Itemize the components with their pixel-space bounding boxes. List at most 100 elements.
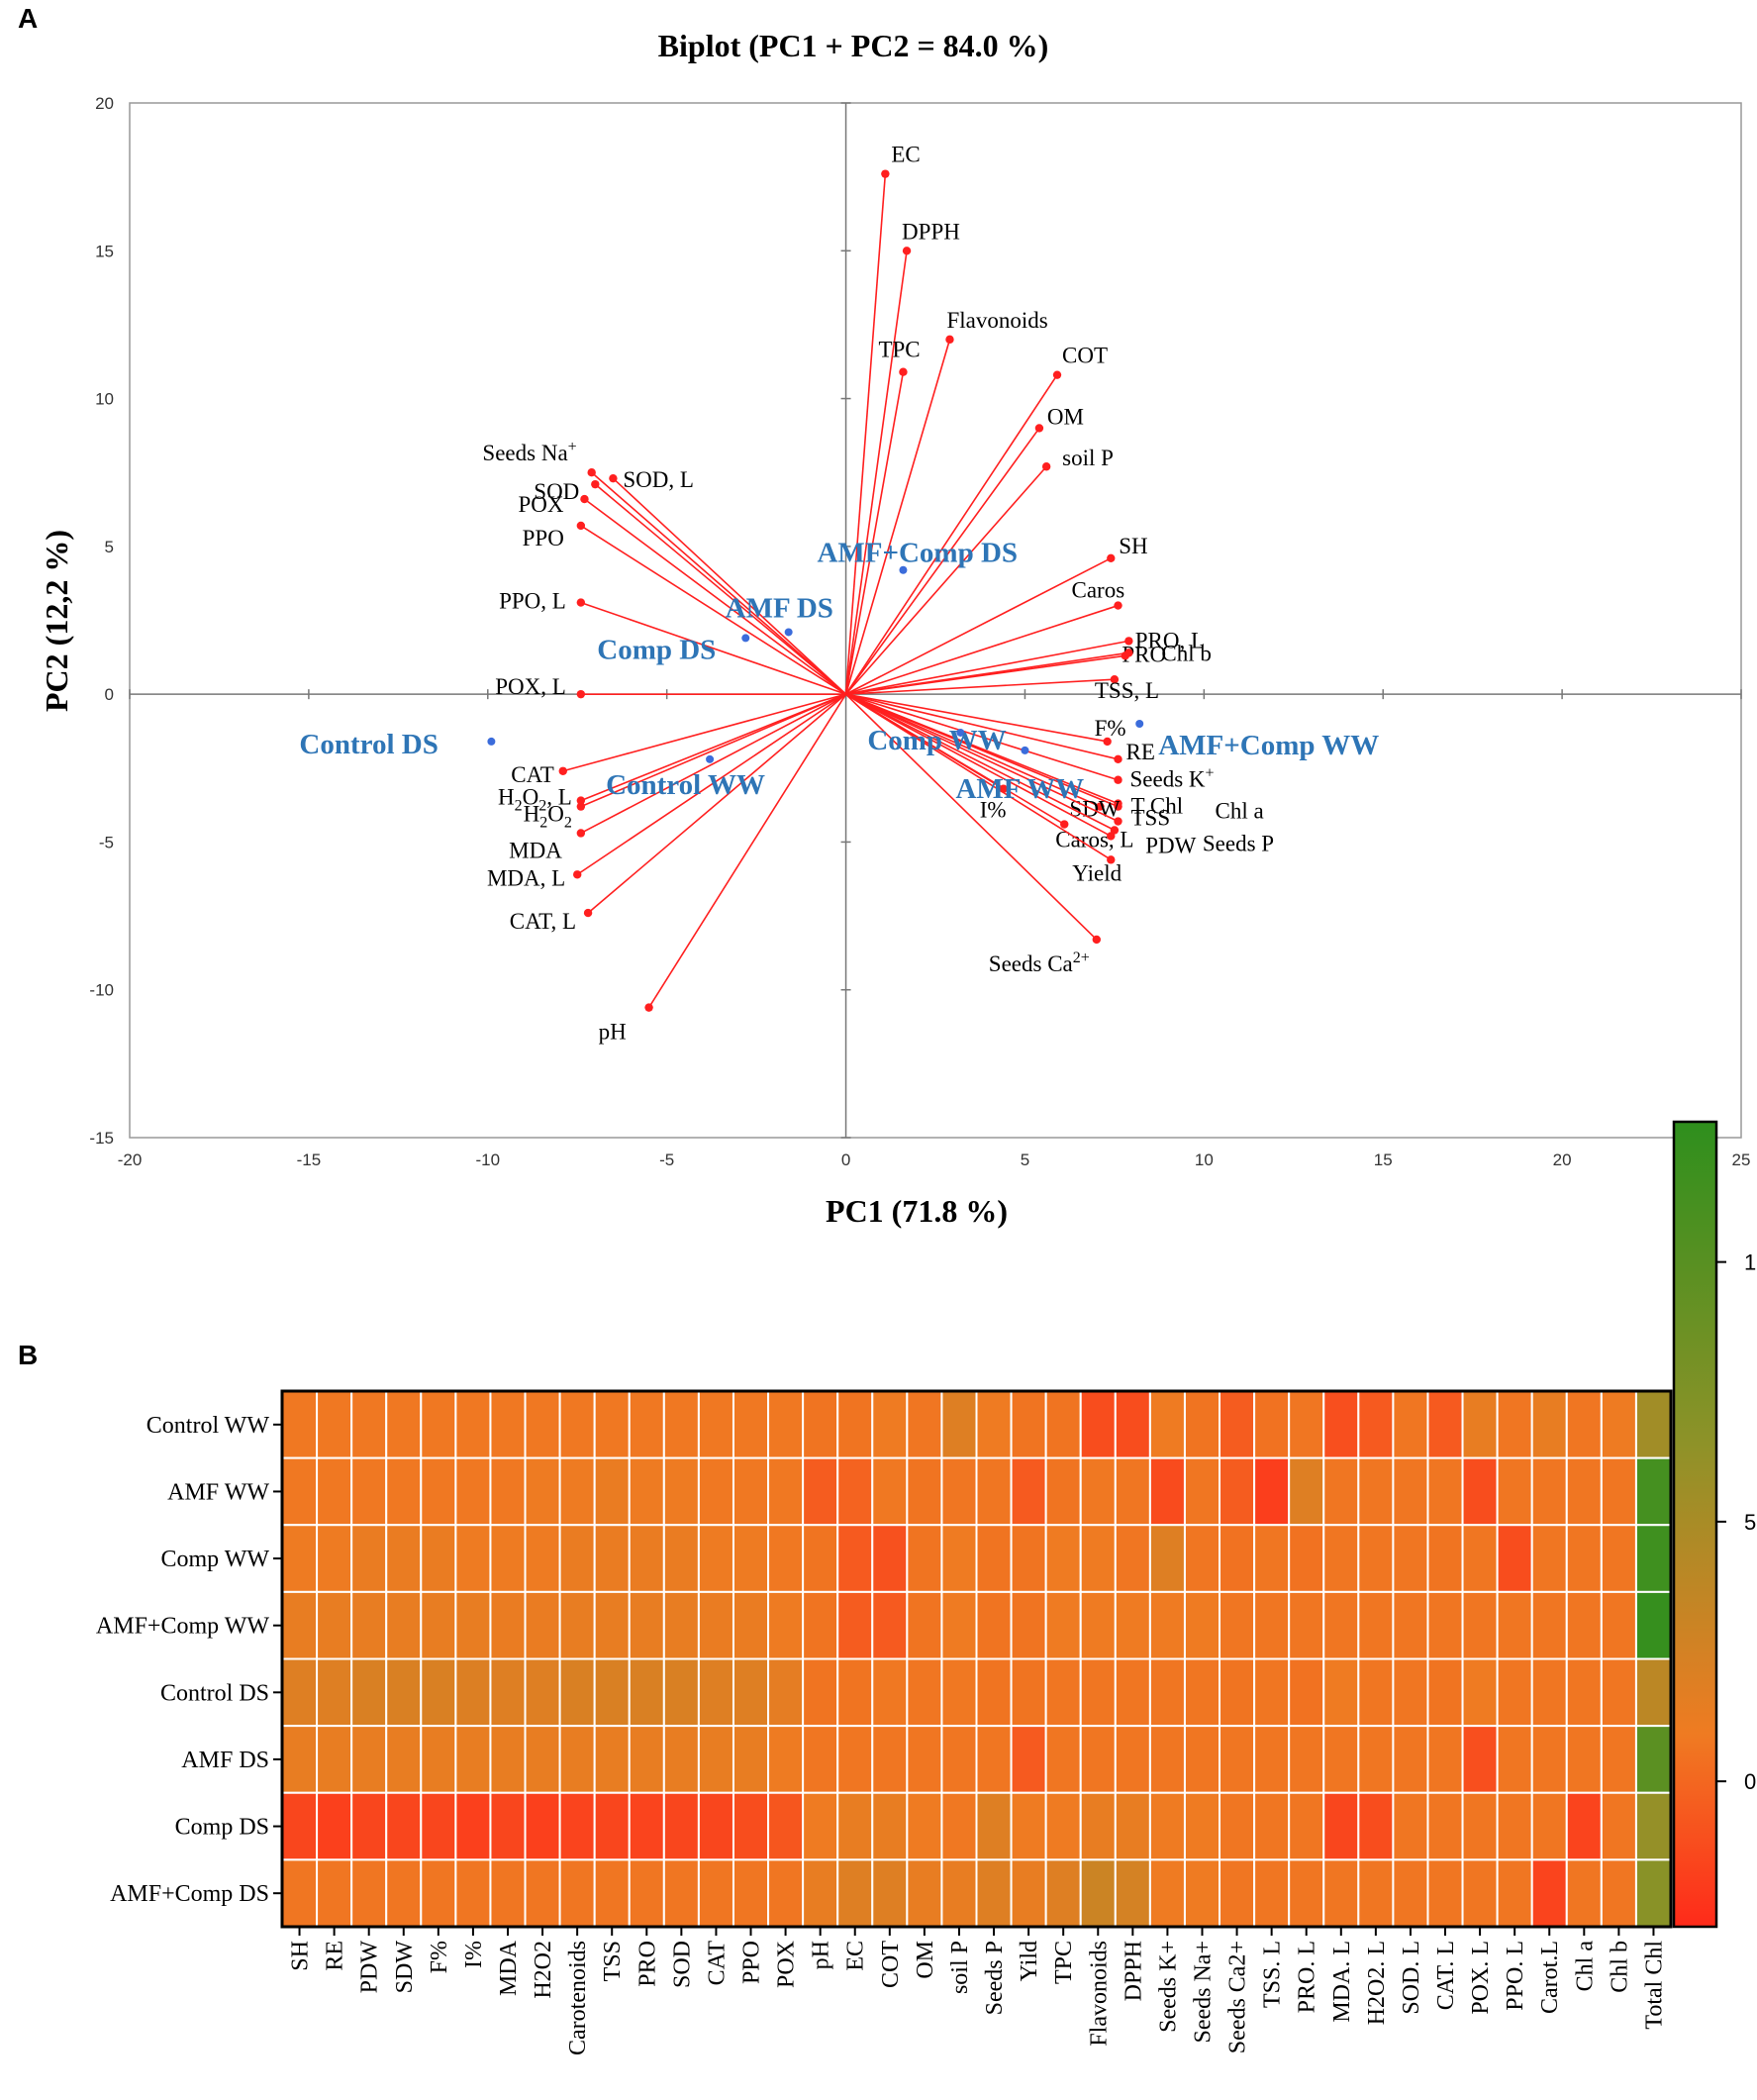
observation-label-control-ww: Control WW: [606, 769, 765, 801]
heatmap-col-label-re: RE: [323, 1941, 348, 1971]
biplot-x-tick-label: -10: [475, 1150, 500, 1169]
heatmap-cell: [1496, 1590, 1533, 1660]
heatmap-cell: [1288, 1590, 1325, 1660]
vector-tip-mda-l: [573, 870, 582, 879]
heatmap-col-label-dpph: DPPH: [1121, 1941, 1146, 2001]
heatmap-col-label-tpc: TPC: [1051, 1941, 1077, 1984]
heatmap-cell: [1461, 1456, 1499, 1527]
heatmap-col-label-tss-l: TSS. L: [1260, 1941, 1286, 2008]
heatmap-cell: [524, 1524, 561, 1593]
biplot-variable-label: Caros: [1072, 578, 1125, 603]
heatmap-cell: [1634, 1725, 1673, 1794]
heatmap-cell: [767, 1725, 805, 1794]
heatmap-cell: [558, 1858, 596, 1928]
heatmap-cell: [316, 1390, 353, 1459]
heatmap-cell: [1183, 1791, 1221, 1861]
heatmap-cell: [1253, 1590, 1291, 1660]
heatmap-cell: [1426, 1456, 1464, 1527]
heatmap-cell: [281, 1456, 319, 1527]
heatmap-cell: [281, 1858, 319, 1928]
colorbar-tick-label: 5: [1744, 1510, 1756, 1535]
heatmap-cell: [697, 1657, 734, 1728]
heatmap-cell: [1357, 1390, 1395, 1459]
heatmap-cell: [940, 1524, 978, 1593]
biplot-y-tick-label: -10: [89, 981, 114, 1000]
biplot-y-tick-label: 15: [95, 242, 114, 260]
heatmap-cell: [1148, 1524, 1186, 1593]
heatmap-cell: [802, 1524, 839, 1593]
biplot-variable-label: Flavonoids: [946, 308, 1047, 333]
heatmap-cell: [558, 1657, 596, 1728]
heatmap-cell: [558, 1390, 596, 1459]
heatmap-cell: [1392, 1858, 1429, 1928]
heatmap-cell: [1079, 1456, 1117, 1527]
heatmap-cell: [281, 1524, 319, 1593]
heatmap-cell: [350, 1524, 388, 1593]
heatmap-cell: [1148, 1725, 1186, 1794]
heatmap-col-label-seeds-p: Seeds P: [982, 1941, 1008, 2015]
heatmap-cell: [1288, 1725, 1325, 1794]
heatmap-cell: [697, 1390, 734, 1459]
heatmap-cell: [1426, 1590, 1464, 1660]
heatmap-col-label-pro-l: PRO. L: [1295, 1941, 1320, 2013]
heatmap-cell: [1114, 1390, 1151, 1459]
heatmap-cell: [1148, 1590, 1186, 1660]
vector-pox: [583, 498, 847, 695]
heatmap-cell: [940, 1791, 978, 1861]
heatmap-cell: [350, 1858, 388, 1928]
heatmap-cell: [1496, 1725, 1533, 1794]
biplot-variable-label: SOD, L: [623, 467, 694, 492]
heatmap-cell: [975, 1725, 1013, 1794]
heatmap-cell: [871, 1858, 909, 1928]
heatmap-cell: [558, 1590, 596, 1660]
heatmap-cell: [281, 1657, 319, 1728]
biplot-x-tick-label: 10: [1195, 1150, 1214, 1169]
heatmap-cell: [1044, 1456, 1082, 1527]
vector-tip-ph: [644, 1003, 653, 1012]
vector-soil-p: [844, 465, 1047, 695]
biplot-variable-label: Seeds P: [1203, 831, 1274, 855]
heatmap-cell: [662, 1390, 700, 1459]
heatmap-cell: [1322, 1456, 1360, 1527]
heatmap-row-label-amf-pluscomp-ds: AMF+Comp DS: [110, 1881, 269, 1907]
heatmap-cell: [940, 1858, 978, 1928]
vector-tip-caros: [1114, 601, 1123, 610]
heatmap-cell: [628, 1390, 665, 1459]
heatmap-cell: [593, 1456, 631, 1527]
heatmap-cell: [1530, 1858, 1568, 1928]
heatmap-cell: [350, 1657, 388, 1728]
vector-tip-pox: [580, 494, 589, 504]
biplot-variable-label: Seeds Na+: [482, 439, 576, 465]
heatmap-cell: [1565, 1524, 1603, 1593]
heatmap-colorbar: 0 5 10: [1672, 1120, 1757, 1929]
vector-mda: [580, 693, 846, 835]
vector-ph: [647, 693, 847, 1009]
heatmap-cell: [906, 1524, 943, 1593]
heatmap-cell: [454, 1390, 492, 1459]
biplot-variable-label: RE: [1126, 740, 1155, 764]
biplot-variable-label: F%: [1095, 716, 1126, 741]
heatmap-cell: [1600, 1725, 1637, 1794]
heatmap-cell: [524, 1858, 561, 1928]
heatmap-cell: [628, 1791, 665, 1861]
heatmap-cell: [1634, 1456, 1673, 1527]
heatmap-col-label-f-pct: F%: [427, 1941, 452, 1973]
heatmap-cell: [316, 1456, 353, 1527]
biplot-variable-label: TSS, L: [1095, 678, 1159, 703]
biplot-x-axis-title: PC1 (71.8 %): [826, 1193, 1008, 1229]
heatmap-cell: [732, 1390, 770, 1459]
heatmap-cell: [767, 1456, 805, 1527]
heatmap-cell: [871, 1390, 909, 1459]
biplot-variable-label: CAT: [511, 762, 553, 787]
vector-seeds-k-plus: [845, 693, 1119, 781]
heatmap-col-label-mda-l: MDA. L: [1329, 1941, 1355, 2023]
heatmap-cell: [975, 1524, 1013, 1593]
heatmap-cell: [975, 1390, 1013, 1459]
heatmap-cell: [420, 1456, 457, 1527]
heatmap-cell: [906, 1858, 943, 1928]
heatmap-cell: [628, 1725, 665, 1794]
biplot-y-axis-title: PC2 (12,2 %): [39, 530, 74, 712]
heatmap-cell: [1600, 1524, 1637, 1593]
observation-point-control-ds: [487, 737, 496, 746]
